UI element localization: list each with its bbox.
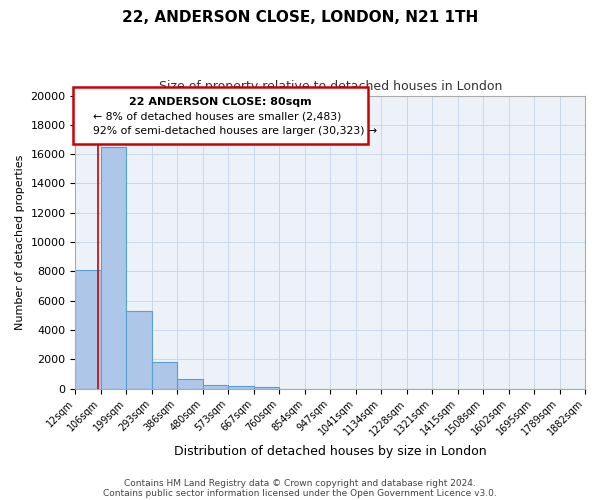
Bar [228, 386, 254, 388]
Bar [101, 147, 127, 388]
Title: Size of property relative to detached houses in London: Size of property relative to detached ho… [158, 80, 502, 93]
X-axis label: Distribution of detached houses by size in London: Distribution of detached houses by size … [174, 444, 487, 458]
Text: 92% of semi-detached houses are larger (30,323) →: 92% of semi-detached houses are larger (… [93, 126, 377, 136]
Bar [127, 311, 152, 388]
Text: Contains HM Land Registry data © Crown copyright and database right 2024.: Contains HM Land Registry data © Crown c… [124, 478, 476, 488]
Text: Contains public sector information licensed under the Open Government Licence v3: Contains public sector information licen… [103, 488, 497, 498]
Bar [254, 387, 279, 388]
Bar [152, 362, 178, 388]
Text: 22, ANDERSON CLOSE, LONDON, N21 1TH: 22, ANDERSON CLOSE, LONDON, N21 1TH [122, 10, 478, 25]
Bar [203, 385, 228, 388]
Text: ← 8% of detached houses are smaller (2,483): ← 8% of detached houses are smaller (2,4… [93, 112, 341, 122]
Text: 22 ANDERSON CLOSE: 80sqm: 22 ANDERSON CLOSE: 80sqm [130, 97, 312, 107]
FancyBboxPatch shape [73, 87, 368, 144]
Bar [76, 270, 101, 388]
Y-axis label: Number of detached properties: Number of detached properties [15, 154, 25, 330]
Bar [178, 379, 203, 388]
